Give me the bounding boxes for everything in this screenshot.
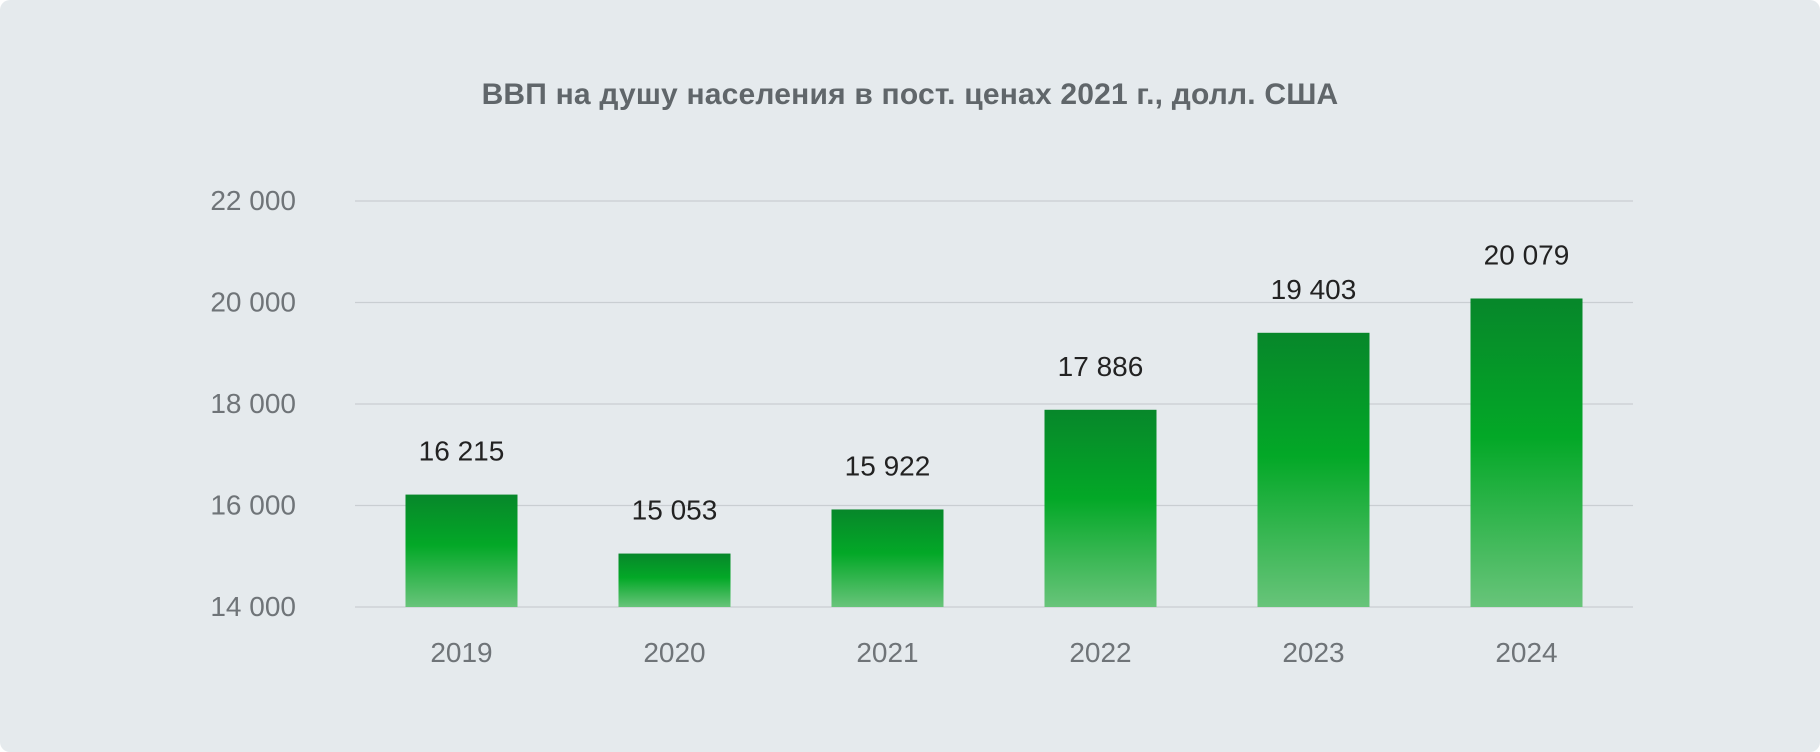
bar-2019: [405, 494, 518, 607]
bar-2020: [618, 553, 731, 607]
x-tick-label-2023: 2023: [1282, 637, 1344, 668]
data-label-2021: 15 922: [845, 450, 931, 481]
x-axis-tick-labels: 2019 2020 2021 2022 2023 2024: [430, 637, 1557, 668]
data-label-2019: 16 215: [419, 436, 505, 467]
x-tick-label-2021: 2021: [856, 637, 918, 668]
data-label-2024: 20 079: [1484, 239, 1570, 270]
bar-2022: [1044, 409, 1157, 607]
bar-2023: [1257, 332, 1370, 607]
y-axis-tick-labels: 14 000 16 000 18 000 20 000 22 000: [210, 185, 296, 622]
x-tick-label-2019: 2019: [430, 637, 492, 668]
y-tick-label: 20 000: [210, 287, 296, 318]
y-tick-label: 14 000: [210, 591, 296, 622]
y-tick-label: 16 000: [210, 490, 296, 521]
x-tick-label-2024: 2024: [1495, 637, 1557, 668]
bar-2024: [1470, 298, 1583, 607]
y-tick-label: 18 000: [210, 388, 296, 419]
bar-2021: [831, 509, 944, 607]
y-tick-label: 22 000: [210, 185, 296, 216]
data-labels: 16 215 15 053 15 922 17 886 19 403 20 079: [419, 239, 1570, 525]
chart-title: ВВП на душу населения в пост. ценах 2021…: [481, 78, 1339, 111]
data-label-2020: 15 053: [632, 495, 718, 526]
x-tick-label-2022: 2022: [1069, 637, 1131, 668]
x-tick-label-2020: 2020: [643, 637, 705, 668]
gridlines: [355, 200, 1633, 608]
data-label-2022: 17 886: [1058, 351, 1144, 382]
data-label-2023: 19 403: [1271, 274, 1357, 305]
bars: [405, 298, 1583, 607]
